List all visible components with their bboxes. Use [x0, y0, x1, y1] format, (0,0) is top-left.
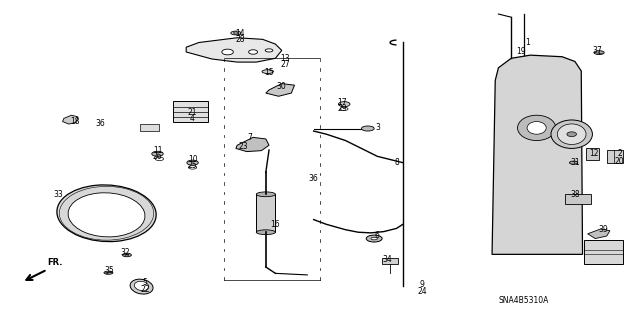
- Polygon shape: [588, 229, 610, 239]
- Text: 27: 27: [280, 60, 290, 69]
- Text: 3: 3: [375, 123, 380, 132]
- Polygon shape: [63, 115, 78, 124]
- Text: 26: 26: [153, 152, 163, 161]
- Ellipse shape: [340, 107, 348, 110]
- Ellipse shape: [68, 193, 145, 237]
- Bar: [140, 124, 159, 131]
- Ellipse shape: [265, 49, 273, 52]
- Ellipse shape: [557, 124, 586, 145]
- Text: 16: 16: [271, 220, 280, 229]
- Ellipse shape: [567, 132, 577, 137]
- Ellipse shape: [256, 230, 275, 234]
- Text: 34: 34: [382, 255, 392, 263]
- Ellipse shape: [125, 254, 129, 256]
- Ellipse shape: [188, 166, 196, 169]
- Text: 39: 39: [598, 225, 609, 234]
- Text: 23: 23: [239, 142, 248, 151]
- Bar: [586, 148, 599, 160]
- Text: 11: 11: [153, 145, 163, 154]
- Ellipse shape: [339, 102, 350, 107]
- Text: 14: 14: [236, 28, 245, 38]
- Text: 12: 12: [589, 149, 599, 158]
- Ellipse shape: [57, 185, 156, 241]
- Text: 31: 31: [570, 158, 580, 167]
- Ellipse shape: [122, 253, 131, 257]
- Text: 4: 4: [190, 114, 195, 123]
- Ellipse shape: [594, 51, 604, 55]
- Text: 6: 6: [375, 231, 380, 240]
- Text: 2: 2: [617, 149, 622, 158]
- Text: 17: 17: [337, 98, 347, 107]
- Bar: [584, 240, 623, 264]
- Text: 28: 28: [236, 35, 245, 44]
- Ellipse shape: [256, 192, 275, 197]
- Text: 25: 25: [188, 161, 197, 170]
- Ellipse shape: [570, 161, 578, 164]
- Ellipse shape: [104, 271, 113, 274]
- Text: 15: 15: [264, 68, 274, 77]
- Ellipse shape: [231, 31, 241, 35]
- Text: 13: 13: [280, 54, 290, 63]
- Ellipse shape: [262, 70, 273, 73]
- Text: 9: 9: [419, 280, 424, 289]
- Ellipse shape: [156, 157, 164, 160]
- Bar: [173, 101, 209, 122]
- Text: 30: 30: [277, 82, 287, 91]
- Text: 36: 36: [95, 119, 105, 128]
- Text: 24: 24: [417, 287, 427, 296]
- Text: 19: 19: [516, 48, 525, 56]
- Polygon shape: [186, 38, 282, 62]
- Text: 38: 38: [570, 190, 580, 199]
- Text: 7: 7: [248, 133, 252, 142]
- Bar: [256, 194, 275, 232]
- Text: 29: 29: [337, 104, 347, 113]
- Text: 21: 21: [188, 108, 197, 116]
- Ellipse shape: [187, 160, 198, 165]
- Ellipse shape: [551, 120, 593, 148]
- Text: 8: 8: [394, 158, 399, 167]
- Text: 5: 5: [142, 278, 147, 287]
- Text: 35: 35: [105, 266, 115, 275]
- Text: SNA4B5310A: SNA4B5310A: [499, 296, 549, 305]
- Polygon shape: [492, 55, 582, 254]
- Bar: [383, 258, 398, 264]
- Text: 32: 32: [121, 248, 131, 257]
- Ellipse shape: [248, 50, 257, 54]
- Ellipse shape: [362, 126, 374, 131]
- Ellipse shape: [222, 49, 234, 55]
- Bar: [607, 150, 623, 163]
- Ellipse shape: [134, 281, 148, 291]
- Text: 22: 22: [140, 285, 150, 294]
- Text: 18: 18: [70, 117, 79, 126]
- Bar: [565, 194, 591, 204]
- Text: 20: 20: [614, 157, 624, 166]
- Text: 10: 10: [188, 155, 197, 164]
- Ellipse shape: [130, 279, 153, 294]
- Text: 37: 37: [592, 46, 602, 55]
- Text: FR.: FR.: [47, 258, 63, 267]
- Polygon shape: [236, 137, 269, 152]
- Ellipse shape: [152, 151, 163, 156]
- Ellipse shape: [527, 122, 546, 134]
- Text: 1: 1: [525, 38, 529, 47]
- Text: 36: 36: [308, 174, 319, 183]
- Ellipse shape: [371, 237, 378, 240]
- Polygon shape: [266, 84, 294, 96]
- Text: 33: 33: [54, 190, 63, 199]
- Ellipse shape: [518, 115, 556, 141]
- Ellipse shape: [366, 235, 382, 242]
